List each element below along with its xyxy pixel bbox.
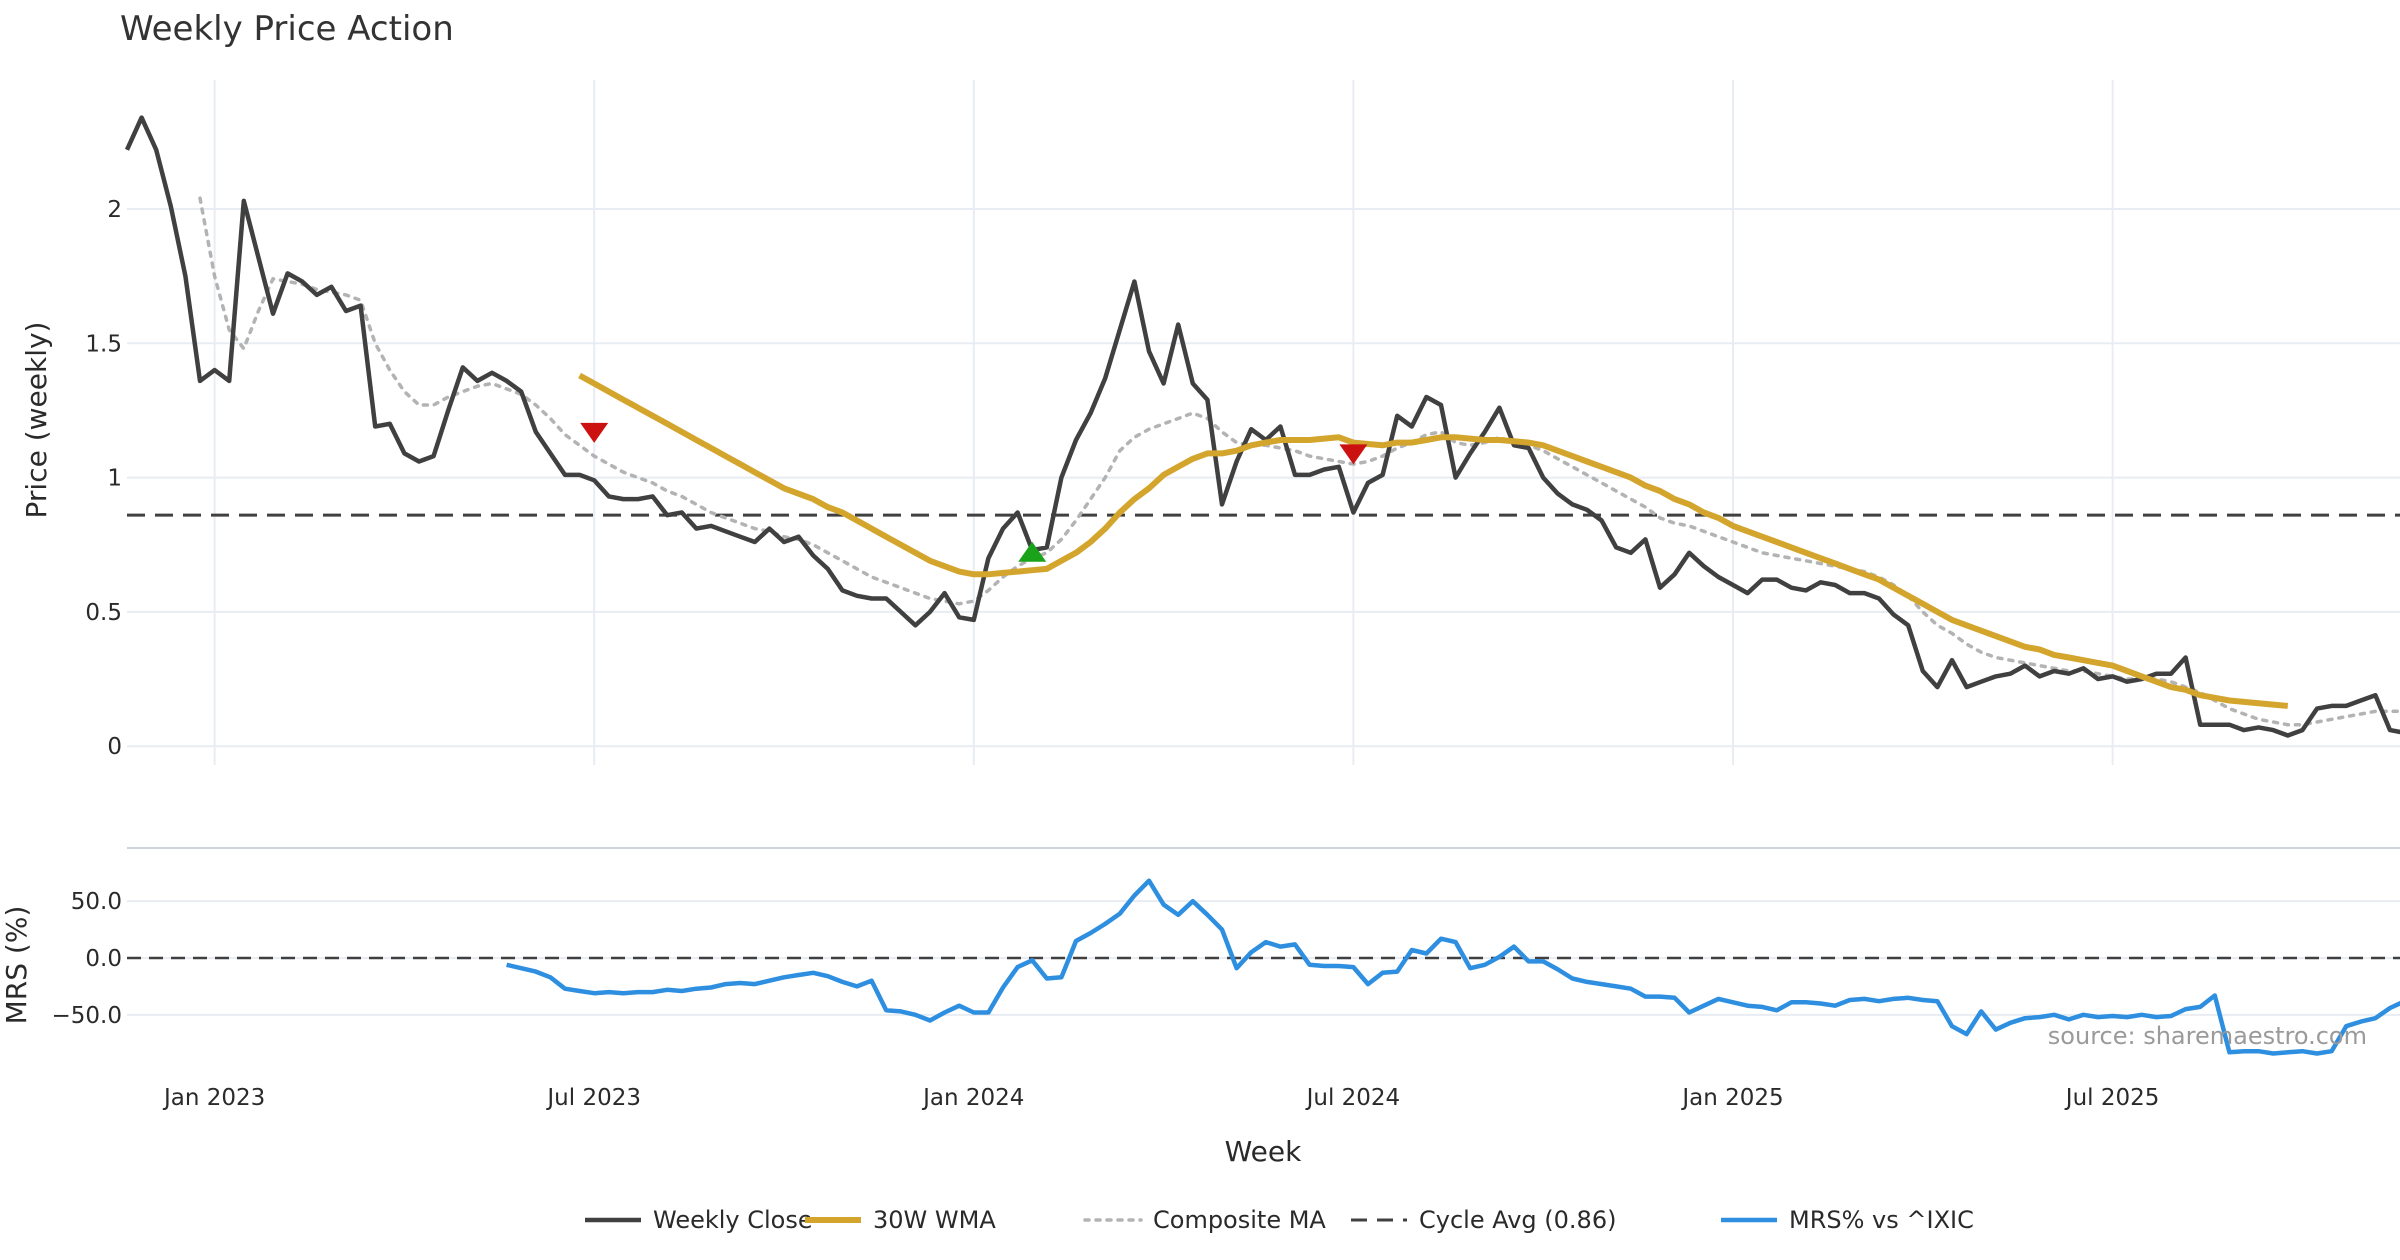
x-tick-label: Jan 2024 [921,1085,1024,1111]
wma-30w-line [578,372,2289,709]
price-y-tick-label: 1 [107,466,122,492]
x-tick-label: Jul 2025 [2064,1085,2160,1111]
x-tick-label: Jul 2023 [545,1085,641,1111]
x-tick-label: Jul 2024 [1305,1085,1401,1111]
legend-label-cycle: Cycle Avg (0.86) [1419,1206,1616,1234]
weekly-close-line [124,115,2400,738]
legend-label-close: Weekly Close [653,1206,813,1234]
mrs-y-tick-label: −50.0 [52,1003,122,1029]
mrs-line [506,878,2400,1056]
mrs-y-tick-label: 50.0 [71,889,122,915]
x-tick-label: Jan 2023 [162,1085,265,1111]
legend-label-mrs: MRS% vs ^IXIC [1789,1206,1974,1234]
mrs-y-axis: −50.0 0.0 50.0 [52,889,122,1029]
sell-signal-marker [1339,444,1368,465]
x-tick-label: Jan 2025 [1680,1085,1783,1111]
signal-markers [580,422,1368,562]
legend-label-composite: Composite MA [1153,1206,1326,1234]
mrs-y-tick-label: 0.0 [85,946,122,972]
chart-title: Weekly Price Action [120,9,454,49]
price-y-tick-label: 0 [107,734,122,760]
x-axis-label: Week [1225,1135,1302,1168]
price-y-tick-label: 2 [107,197,122,223]
price-y-tick-label: 0.5 [85,600,122,626]
x-axis: Jan 2023 Jul 2023 Jan 2024 Jul 2024 Jan 2025… [162,1085,2159,1111]
price-y-tick-label: 1.5 [85,331,122,357]
legend: Weekly Close 30W WMA Composite MA Cycle Avg… [585,1206,1974,1234]
composite-ma-line [198,196,2400,727]
source-label: source: sharemaestro.com [2048,1022,2367,1050]
price-grid [127,80,2400,765]
price-y-axis-label: Price (weekly) [20,322,53,519]
buy-signal-marker [1018,541,1047,562]
price-y-axis: 0 0.5 1 1.5 2 [85,197,122,760]
mrs-y-axis-label: MRS (%) [0,906,33,1025]
legend-label-wma: 30W WMA [873,1206,996,1234]
sell-signal-marker [580,422,609,443]
